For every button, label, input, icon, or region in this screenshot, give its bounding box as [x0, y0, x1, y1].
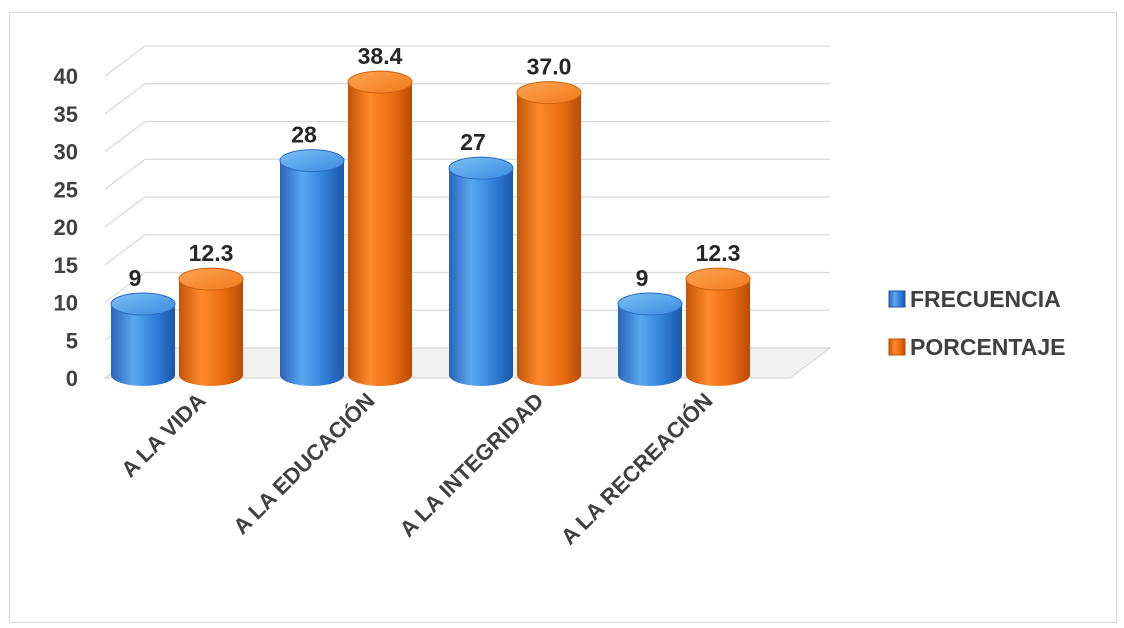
bar-top [279, 149, 345, 173]
y-tick-label: 25 [54, 177, 78, 202]
legend-swatch [888, 290, 906, 308]
bar-body [517, 92, 581, 387]
data-label: 37.0 [527, 54, 572, 80]
category-label: A LA EDUCACIÓN [228, 388, 379, 539]
bar-body [686, 279, 750, 386]
bar-frecuencia [110, 292, 176, 386]
gridline-side [104, 158, 146, 190]
y-tick-label: 35 [54, 102, 78, 127]
bar-porcentaje [347, 70, 413, 386]
y-axis-tick-labels: 0 5 10 15 20 25 30 35 40 [54, 64, 78, 391]
legend-label: FRECUENCIA [910, 286, 1061, 312]
legend-item-frecuencia: FRECUENCIA [888, 286, 1061, 312]
bar-porcentaje [516, 81, 582, 387]
bar-top [347, 70, 413, 94]
bar-porcentaje [685, 267, 751, 386]
bar-body [280, 160, 344, 386]
gridline-side [104, 196, 146, 228]
data-label: 28 [291, 122, 317, 148]
gridline-side [104, 121, 146, 152]
bar-frecuencia [279, 149, 345, 386]
bar-top [448, 156, 514, 180]
category-label: A LA INTEGRIDAD [395, 388, 549, 542]
bar-top [685, 267, 751, 291]
bar-body [179, 279, 243, 386]
bar-body [111, 304, 175, 386]
data-labels: 9 12.3 28 38.4 27 37.0 9 12.3 [129, 43, 741, 291]
bar-body [449, 168, 513, 386]
y-tick-label: 30 [54, 140, 78, 165]
bar-top [110, 292, 176, 316]
bar-frecuencia [617, 292, 683, 386]
bar-body [348, 82, 412, 386]
y-tick-label: 0 [66, 366, 78, 391]
category-labels: A LA VIDA A LA EDUCACIÓN A LA INTEGRIDAD A … [116, 388, 717, 550]
data-label: 38.4 [358, 43, 403, 69]
gridline-side [104, 83, 146, 115]
y-tick-label: 20 [54, 215, 78, 240]
gridline-side [104, 272, 146, 303]
bar-frecuencia [448, 156, 514, 386]
y-tick-label: 5 [66, 328, 78, 353]
y-tick-label: 15 [54, 253, 78, 278]
data-label: 12.3 [696, 240, 741, 266]
bar-top [178, 267, 244, 291]
bar-top [516, 81, 582, 105]
legend-item-porcentaje: PORCENTAJE [888, 334, 1066, 360]
bar-body [618, 304, 682, 386]
legend-swatch [888, 338, 906, 356]
data-label: 9 [636, 265, 649, 291]
data-label: 12.3 [189, 240, 234, 266]
bar-top [617, 292, 683, 316]
bar-porcentaje [178, 267, 244, 386]
category-label: A LA VIDA [116, 388, 210, 482]
gridline-side [104, 45, 146, 77]
gridline-side [104, 234, 146, 266]
category-label: A LA RECREACIÓN [556, 388, 718, 550]
y-tick-label: 10 [54, 291, 78, 316]
y-tick-label: 40 [54, 64, 78, 89]
data-label: 9 [129, 265, 142, 291]
legend: FRECUENCIA PORCENTAJE [888, 286, 1066, 360]
legend-label: PORCENTAJE [910, 334, 1066, 360]
data-label: 27 [460, 129, 486, 155]
bars-layer [110, 70, 751, 387]
